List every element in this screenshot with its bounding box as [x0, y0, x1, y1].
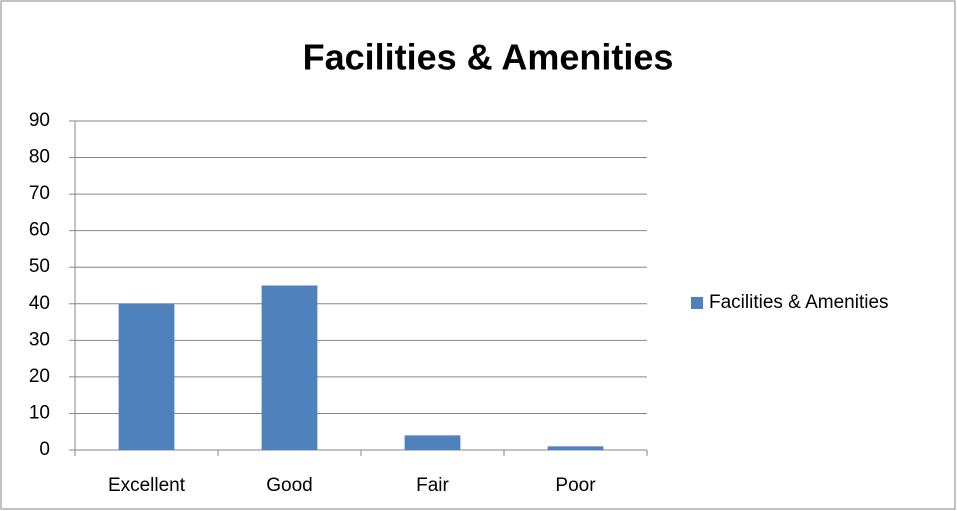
bar	[118, 303, 175, 450]
x-tick-label: Fair	[416, 475, 449, 496]
x-tick-label: Good	[266, 475, 312, 496]
y-tick-label: 60	[29, 220, 50, 241]
y-tick-label: 10	[29, 402, 50, 423]
y-tick-label: 80	[29, 147, 50, 168]
bar	[547, 446, 604, 450]
y-tick-label: 0	[39, 439, 50, 460]
legend-label: Facilities & Amenities	[709, 292, 889, 313]
bar	[261, 285, 318, 450]
bar	[404, 435, 461, 450]
y-tick-label: 40	[29, 293, 50, 314]
y-tick-label: 70	[29, 183, 50, 204]
y-tick-label: 50	[29, 256, 50, 277]
x-tick-label: Excellent	[108, 475, 186, 496]
y-tick-label: 20	[29, 366, 50, 387]
x-tick-label: Poor	[555, 475, 596, 496]
legend-swatch	[691, 297, 703, 309]
y-tick-label: 30	[29, 329, 50, 350]
chart-title: Facilities & Amenities	[303, 37, 674, 78]
y-tick-label: 90	[29, 110, 50, 131]
